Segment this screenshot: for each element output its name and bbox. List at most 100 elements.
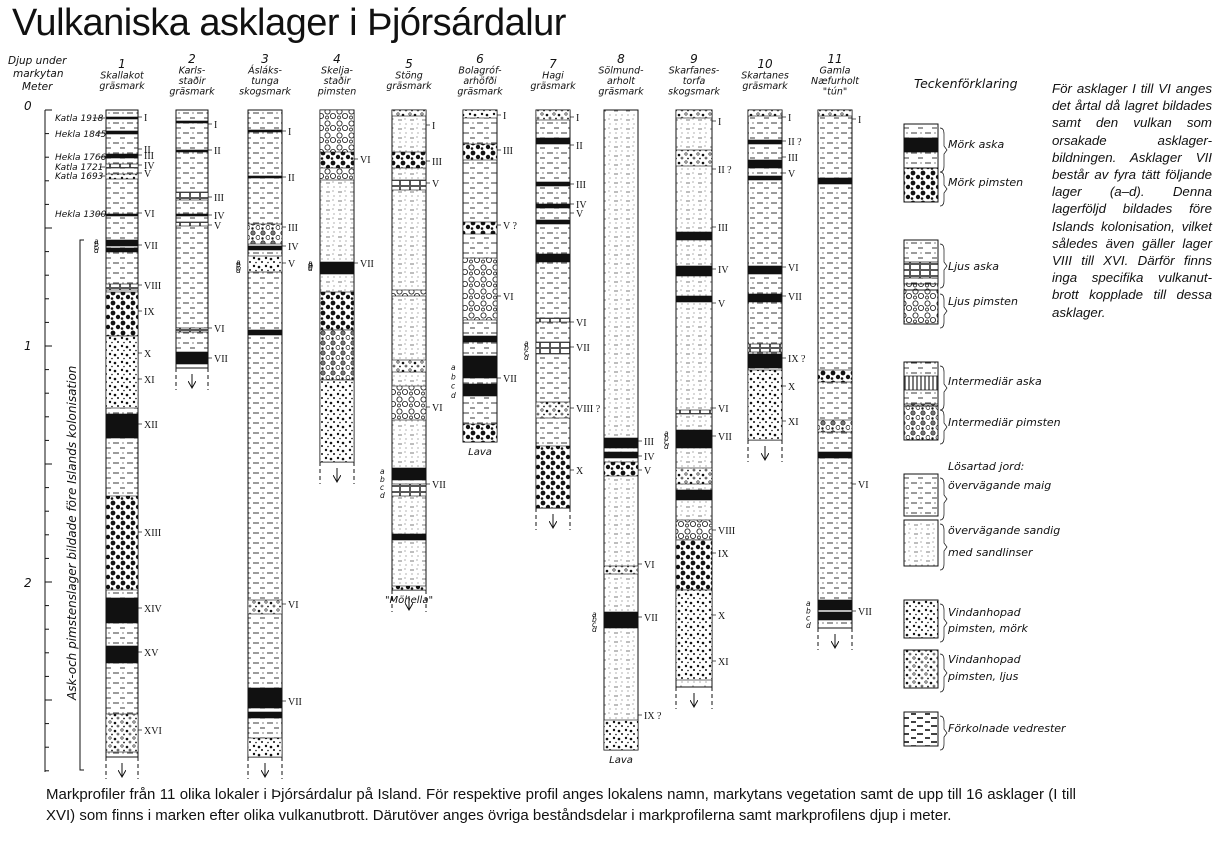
profile-site-name: Karls- xyxy=(179,66,206,77)
profile-layer-band xyxy=(247,223,283,245)
layer-label: VII xyxy=(718,432,732,443)
profile-vegetation: gräsmark xyxy=(530,81,576,92)
profile-site-name: Bolagróf- xyxy=(458,66,502,77)
layer-label: VI xyxy=(644,560,655,571)
layer-label: III xyxy=(576,180,586,191)
profile-bottom-label: "Möhella" xyxy=(385,595,433,606)
eruption-label: Katla 1721 xyxy=(55,163,103,173)
layer-label: IV xyxy=(214,211,225,222)
sublayer-letter: d xyxy=(524,353,529,362)
profile-layer-band xyxy=(535,445,571,509)
profile-base-soil xyxy=(247,109,283,758)
profile-layer-band xyxy=(462,109,498,119)
layer-label: VII xyxy=(858,607,872,618)
sublayer-letter: c xyxy=(236,263,241,272)
profile-vegetation: gräsmark xyxy=(598,87,644,98)
layer-label: I xyxy=(718,117,721,128)
sublayer-letter: b xyxy=(806,606,811,615)
profile-layer-band xyxy=(535,137,571,145)
profile-site-name: Sölmund- xyxy=(598,66,644,77)
profile-layer-band xyxy=(535,401,571,419)
profile-layer-band xyxy=(175,327,209,333)
legend-brace xyxy=(939,715,948,751)
profile-number: 9 xyxy=(690,52,698,66)
profile-number: 2 xyxy=(188,52,196,66)
legend-label: övervägande maig xyxy=(948,479,1051,492)
profile-layer-band xyxy=(105,597,139,624)
layer-label: IV xyxy=(288,242,299,253)
profile-layer-band xyxy=(105,116,139,120)
profile-column-1: 1SkallakotgräsmarkIIIIIIIVVVIVIIVIIIIXXX… xyxy=(94,57,163,779)
profile-vegetation: pimsten xyxy=(317,87,356,98)
legend-swatch xyxy=(903,649,939,689)
profile-layer-band xyxy=(105,335,139,409)
profile-layer-band xyxy=(391,289,427,297)
profile-layer-band xyxy=(105,413,139,439)
profile-layer-band xyxy=(319,329,355,381)
legend-swatch xyxy=(903,711,939,747)
layer-label: I xyxy=(858,115,861,126)
sublayer-letter: a xyxy=(806,599,811,608)
profile-layer-band xyxy=(105,283,139,291)
profile-number: 7 xyxy=(549,57,557,71)
profile-layer-band xyxy=(675,467,713,485)
profile-layer-band xyxy=(319,109,355,181)
profile-layer-band xyxy=(105,173,139,180)
profile-layer-band xyxy=(462,423,498,443)
profile-site-name: Skelja- xyxy=(321,66,353,77)
profile-layer-band xyxy=(747,265,783,275)
layer-label: XI xyxy=(718,657,729,668)
layer-label: VI xyxy=(858,480,869,491)
profile-layer-band xyxy=(817,419,853,433)
legend-label: Vindanhopad xyxy=(948,606,1022,619)
sublayer-letter: d xyxy=(806,621,811,630)
layer-label: II xyxy=(288,173,295,184)
sublayer-letter: c xyxy=(806,614,811,623)
profile-layer-band xyxy=(462,221,498,235)
profile-layer-band xyxy=(747,293,783,303)
legend-item: Ljus pimsten xyxy=(903,289,1018,329)
layer-label: XII xyxy=(144,420,158,431)
layer-label: X xyxy=(144,349,152,360)
legend-swatch xyxy=(903,405,939,441)
profile-layer-band xyxy=(675,519,713,541)
sublayer-letter: a xyxy=(664,429,669,438)
axis-label-line-3: Meter xyxy=(22,81,53,93)
profile-site-name: Skartanes xyxy=(741,71,789,82)
profile-vegetation: gräsmark xyxy=(386,81,432,92)
profile-site-name: Næfurholt xyxy=(811,76,860,87)
profile-layer-band xyxy=(105,713,139,753)
profile-layer-band xyxy=(175,213,209,217)
axis-label-line-2: markytan xyxy=(13,68,63,80)
legend-brace xyxy=(939,523,948,571)
legend-brace xyxy=(939,653,948,693)
profile-vegetation: skogsmark xyxy=(239,87,291,98)
layer-label: VII xyxy=(788,292,802,303)
profile-layer-band xyxy=(319,261,355,275)
profile-number: 8 xyxy=(617,52,625,66)
sublayer-letter: d xyxy=(592,625,597,634)
legend-brace xyxy=(939,293,948,329)
sublayer-letter: d xyxy=(308,264,313,273)
layer-label: VII xyxy=(214,354,228,365)
layer-label: VI xyxy=(576,318,587,329)
profile-vegetation: skogsmark xyxy=(668,87,720,98)
sublayer-letter: b xyxy=(664,433,669,442)
profile-columns: 1SkallakotgräsmarkIIIIIIIVVVIVIIVIIIIXXX… xyxy=(94,52,872,779)
layer-label: XI xyxy=(144,375,155,386)
profile-layer-band xyxy=(817,451,853,459)
profile-layer-band xyxy=(391,151,427,169)
profile-site-name: arhöfði xyxy=(463,76,497,87)
layer-label: XI xyxy=(788,417,799,428)
profile-layer-band xyxy=(747,343,783,353)
legend-label: Förkolnade vedrester xyxy=(948,722,1067,735)
profile-layer-band xyxy=(675,429,713,449)
legend-item: Mörk pimsten xyxy=(903,167,1023,207)
legend-swatch-band xyxy=(903,137,939,153)
layer-label: VII xyxy=(644,613,658,624)
